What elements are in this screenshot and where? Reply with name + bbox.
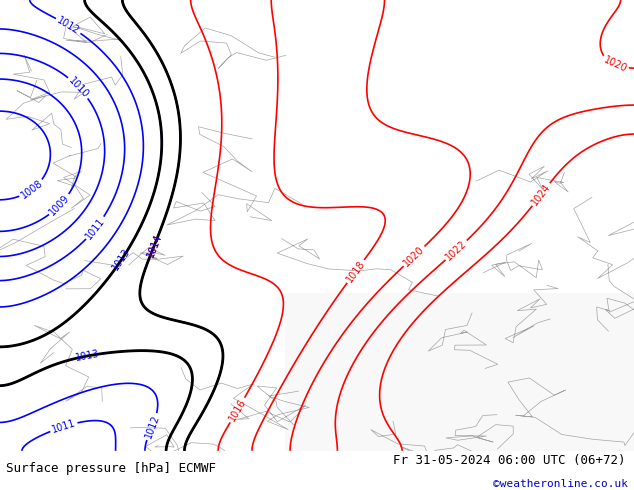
Text: 1022: 1022 bbox=[444, 238, 469, 262]
Text: 1020: 1020 bbox=[402, 244, 427, 269]
Text: 1008: 1008 bbox=[19, 178, 44, 201]
Text: 1009: 1009 bbox=[48, 193, 72, 218]
Text: 1024: 1024 bbox=[529, 182, 553, 207]
Text: 1020: 1020 bbox=[602, 55, 628, 74]
Text: Surface pressure [hPa] ECMWF: Surface pressure [hPa] ECMWF bbox=[6, 462, 216, 475]
Text: 1010: 1010 bbox=[67, 75, 91, 100]
Text: 1011: 1011 bbox=[51, 418, 77, 435]
Text: 1013: 1013 bbox=[74, 349, 100, 363]
Text: ©weatheronline.co.uk: ©weatheronline.co.uk bbox=[493, 479, 628, 489]
Text: 1018: 1018 bbox=[344, 259, 367, 284]
Bar bbox=[285, 293, 634, 451]
Text: 1012: 1012 bbox=[143, 414, 161, 440]
Text: Fr 31-05-2024 06:00 UTC (06+72): Fr 31-05-2024 06:00 UTC (06+72) bbox=[393, 454, 626, 467]
Text: 1014: 1014 bbox=[145, 233, 164, 259]
Text: 1016: 1016 bbox=[227, 397, 248, 423]
Text: 1014: 1014 bbox=[145, 233, 164, 259]
Text: 1012: 1012 bbox=[55, 15, 82, 36]
Text: 1011: 1011 bbox=[84, 216, 107, 241]
Text: 1013: 1013 bbox=[111, 246, 133, 272]
